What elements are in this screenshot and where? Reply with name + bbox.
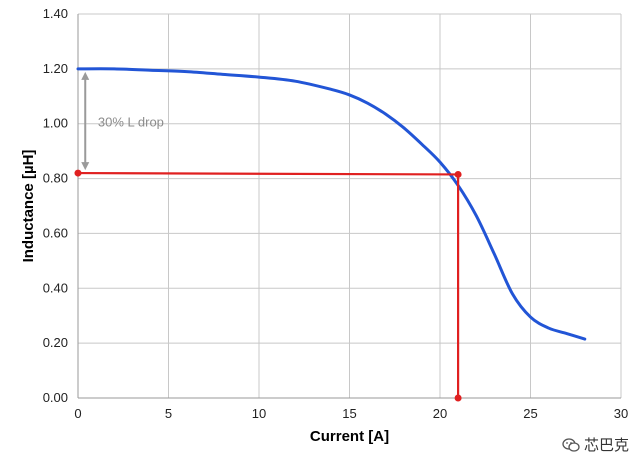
x-tick-label: 0: [74, 406, 81, 421]
marker-layer: [74, 169, 462, 402]
y-tick-label: 1.00: [43, 116, 68, 131]
x-axis-label: Current [A]: [310, 428, 389, 445]
red-marker-point-2: [454, 394, 462, 402]
watermark: 芯巴克: [562, 434, 629, 455]
drop-arrow-head-bottom: [81, 162, 90, 171]
wechat-icon: [562, 437, 580, 452]
red-horizontal-line: [77, 171, 459, 176]
y-tick-label: 0.40: [43, 280, 68, 295]
tick-labels: 0.00 0.20 0.40 0.60 0.80 1.00 1.20 1.40 0 5 10 15 20…: [43, 6, 629, 421]
inductance-curve-0: [76, 67, 587, 341]
annotation-layer: 30% L drop: [81, 71, 164, 171]
x-tick-label: 10: [252, 406, 266, 421]
x-tick-label: 30: [614, 406, 628, 421]
drop-annotation: 30% L drop: [98, 114, 164, 129]
y-axis-label: Inductance [µH]: [20, 150, 37, 263]
red-marker-point-0: [74, 169, 82, 177]
x-tick-label: 20: [433, 406, 447, 421]
x-tick-label: 25: [523, 406, 537, 421]
y-tick-label: 1.40: [43, 6, 68, 21]
x-tick-label: 15: [342, 406, 356, 421]
x-tick-label: 5: [165, 406, 172, 421]
y-tick-label: 0.20: [43, 335, 68, 350]
watermark-text: 芯巴克: [583, 436, 629, 454]
series-layer: [76, 67, 587, 341]
y-tick-label: 0.80: [43, 171, 68, 186]
y-tick-label: 0.00: [43, 390, 68, 405]
drop-arrow-head-top: [81, 71, 90, 80]
y-tick-label: 0.60: [43, 225, 68, 240]
y-tick-label: 1.20: [43, 61, 68, 76]
red-marker-point-1: [454, 170, 462, 178]
